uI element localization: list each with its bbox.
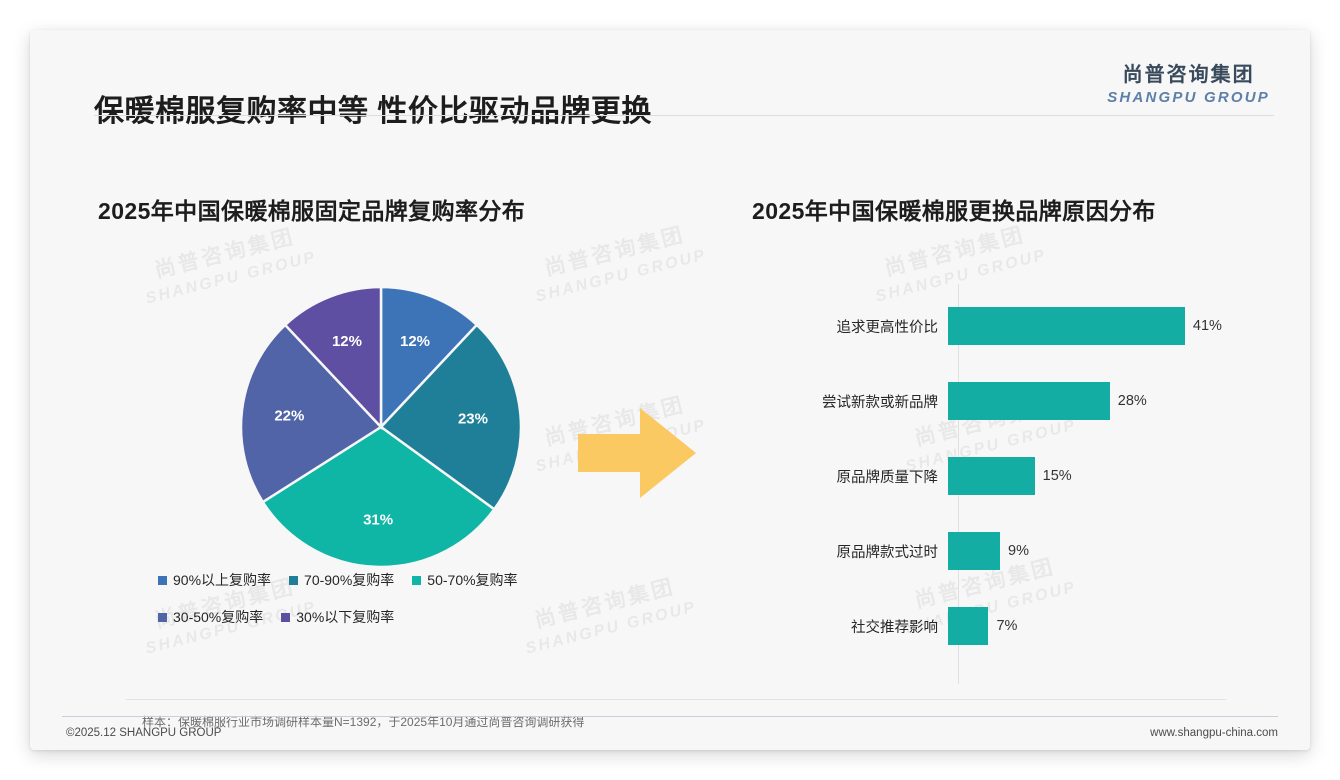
bar-value-label: 41% — [1192, 318, 1222, 334]
logo-chinese-text: 尚普咨询集团 — [1122, 64, 1255, 86]
legend-item[interactable]: 30%以下复购率 — [281, 607, 394, 627]
legend-swatch-icon — [289, 575, 299, 585]
bar-chart-row: 原品牌质量下降 15% — [752, 456, 1272, 496]
bar-value-label: 28% — [1117, 393, 1147, 409]
legend-swatch-icon — [412, 575, 422, 585]
legend-label: 90%以上复购率 — [173, 572, 272, 588]
legend-row: 90%以上复购率 70-90%复购率 50-70%复购率 — [158, 570, 598, 590]
left-chart-title: 2025年中国保暖棉服固定品牌复购率分布 — [98, 198, 526, 224]
right-chart-title: 2025年中国保暖棉服更换品牌原因分布 — [752, 198, 1156, 224]
legend-swatch-icon — [158, 575, 167, 585]
bar-chart-row: 尝试新款或新品牌 28% — [752, 381, 1272, 421]
legend-swatch-icon — [158, 612, 167, 622]
footnote-divider — [126, 699, 1226, 700]
pie-slice — [283, 285, 383, 431]
bar-track: 41% — [948, 306, 1272, 346]
slide-card: 保暖棉服复购率中等 性价比驱动品牌更换 尚普咨询集团 SHANGPU GROUP… — [30, 30, 1310, 750]
legend-row: 30-50%复购率 30%以下复购率 — [158, 607, 598, 627]
pie-chart-svg: 12% 23% 31% 22% 12% — [239, 285, 523, 569]
watermark-en: SHANGPU GROUP — [533, 246, 709, 306]
watermark-cn: 尚普咨询集团 — [882, 223, 1028, 281]
bar-fill — [948, 382, 1110, 420]
legend-item[interactable]: 30-50%复购率 — [158, 607, 263, 627]
slide-header: 保暖棉服复购率中等 性价比驱动品牌更换 尚普咨询集团 SHANGPU GROUP — [30, 30, 1310, 128]
pie-legend: 90%以上复购率 70-90%复购率 50-70%复购率 30-50%复购率 30%以… — [158, 570, 598, 644]
page-title: 保暖棉服复购率中等 性价比驱动品牌更换 — [94, 95, 652, 128]
bar-category-label: 尝试新款或新品牌 — [822, 394, 938, 411]
legend-label: 50-70%复购率 — [427, 572, 518, 588]
pie-chart: 12% 23% 31% 22% 12% — [236, 282, 526, 572]
footer-website: www.shangpu-china.com — [1150, 727, 1278, 739]
bar-category-label: 追求更高性价比 — [836, 319, 939, 336]
watermark: 尚普咨询集团 SHANGPU GROUP — [527, 217, 709, 308]
pie-slice — [379, 323, 523, 512]
pie-slice — [239, 323, 383, 504]
bar-fill — [948, 607, 989, 645]
legend-item[interactable]: 70-90%复购率 — [289, 570, 394, 590]
legend-label: 30%以下复购率 — [296, 609, 395, 625]
sample-footnote: 样本：保暖棉服行业市场调研样本量N=1392，于2025年10月通过尚普咨询调研… — [142, 715, 585, 729]
bar-chart: 追求更高性价比 41% 尝试新款或新品牌 28% 原品牌质量下降 15% 原品牌款式过时 9%… — [752, 284, 1272, 684]
watermark-cn: 尚普咨询集团 — [152, 225, 298, 283]
right-arrow-svg — [578, 408, 696, 498]
bar-track: 15% — [948, 456, 1272, 496]
bar-fill — [948, 307, 1185, 345]
legend-item[interactable]: 50-70%复购率 — [412, 570, 518, 590]
pie-slice — [379, 285, 479, 431]
bar-fill — [948, 532, 1000, 570]
bar-chart-row: 社交推荐影响 7% — [752, 606, 1272, 646]
bar-category-label: 原品牌款式过时 — [836, 544, 939, 561]
footer-copyright: ©2025.12 SHANGPU GROUP — [66, 727, 222, 739]
slide-footer: ©2025.12 SHANGPU GROUP www.shangpu-china… — [30, 716, 1310, 750]
footer-divider — [62, 716, 1278, 717]
bar-track: 28% — [948, 381, 1272, 421]
bar-value-label: 7% — [996, 618, 1018, 634]
bar-track: 9% — [948, 531, 1272, 571]
bar-fill — [948, 457, 1035, 495]
bar-category-label: 原品牌质量下降 — [836, 469, 939, 486]
right-arrow-icon — [578, 402, 696, 504]
bar-chart-row: 追求更高性价比 41% — [752, 306, 1272, 346]
bar-value-label: 15% — [1042, 468, 1072, 484]
pie-slice-label: 23% — [458, 410, 488, 427]
pie-slice-label: 22% — [274, 407, 304, 424]
watermark-cn: 尚普咨询集团 — [542, 223, 688, 281]
bar-chart-row: 原品牌款式过时 9% — [752, 531, 1272, 571]
legend-label: 30-50%复购率 — [173, 609, 264, 625]
legend-item[interactable]: 90%以上复购率 — [158, 570, 271, 590]
bar-value-label: 9% — [1008, 543, 1029, 559]
pie-slice-label: 12% — [400, 333, 430, 350]
bar-track: 7% — [948, 606, 1272, 646]
logo-english-text: SHANGPU GROUP — [1107, 89, 1270, 106]
legend-label: 70-90%复购率 — [304, 572, 395, 588]
header-divider — [94, 115, 1274, 116]
legend-swatch-icon — [281, 612, 291, 622]
brand-logo: 尚普咨询集团 SHANGPU GROUP — [1107, 65, 1270, 105]
pie-slice-label: 12% — [332, 333, 362, 350]
pie-slice — [261, 425, 497, 569]
bar-category-label: 社交推荐影响 — [851, 619, 938, 636]
pie-slice-label: 31% — [363, 511, 393, 528]
